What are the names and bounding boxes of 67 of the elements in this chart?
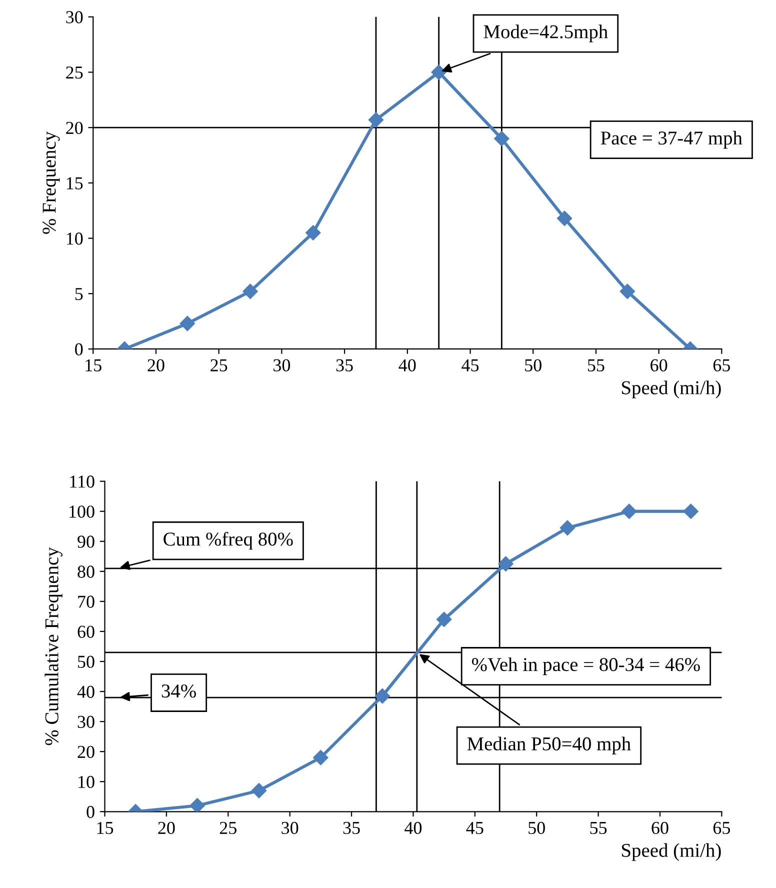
x-tick-label: 35 xyxy=(343,822,360,834)
x-tick-label: 35 xyxy=(336,359,353,372)
x-tick-label: 30 xyxy=(282,822,298,834)
point xyxy=(251,783,267,798)
point xyxy=(683,504,698,519)
x-tick-label: 50 xyxy=(528,822,545,834)
y-tick-label: 40 xyxy=(77,686,94,698)
point xyxy=(436,612,452,628)
y-tick-label: 10 xyxy=(66,232,83,245)
y-tick-label: 110 xyxy=(70,476,94,488)
y-axis-title: % Frequency xyxy=(42,131,60,234)
x-tick-label: 65 xyxy=(713,822,730,834)
annotation: Mode=42.5mph xyxy=(484,24,608,42)
point xyxy=(560,520,576,536)
annotation: %Veh in pace = 80-34 = 46% xyxy=(472,657,700,676)
annotation: Cum %freq 80% xyxy=(164,532,293,550)
x-tick-label: 40 xyxy=(404,822,422,834)
y-tick-label: 80 xyxy=(78,566,94,578)
y-axis-title: % Cumulative Frequency xyxy=(44,547,62,746)
x-tick-label: 40 xyxy=(398,359,416,372)
point xyxy=(190,798,205,812)
point xyxy=(313,750,328,766)
x-axis-title: Speed (mi/h) xyxy=(622,380,721,398)
x-tick-label: 30 xyxy=(274,359,290,372)
y-tick-label: 20 xyxy=(66,122,83,134)
y-tick-label: 25 xyxy=(66,66,83,79)
y-tick-label: 30 xyxy=(66,11,83,24)
x-tick-label: 60 xyxy=(650,359,668,372)
y-tick-label: 30 xyxy=(78,716,94,728)
y-tick-label: 15 xyxy=(66,177,83,190)
x-tick-label: 50 xyxy=(525,359,542,372)
point xyxy=(242,284,258,299)
annotation: 34% xyxy=(162,684,196,698)
x-tick-label: 60 xyxy=(652,822,668,834)
point xyxy=(431,64,446,80)
x-tick-label: 55 xyxy=(588,359,604,372)
point xyxy=(556,210,572,226)
x-axis-title: Speed (mi/h) xyxy=(622,843,721,861)
y-tick-label: 5 xyxy=(75,288,83,300)
point xyxy=(180,316,195,332)
x-tick-label: 65 xyxy=(713,359,730,372)
y-tick-label: 0 xyxy=(86,806,94,818)
annotation: Pace = 37-47 mph xyxy=(600,130,742,149)
x-tick-label: 20 xyxy=(148,359,164,372)
x-tick-label: 20 xyxy=(158,822,175,834)
y-tick-label: 20 xyxy=(78,746,94,758)
x-tick-label: 45 xyxy=(462,359,479,372)
y-tick-label: 10 xyxy=(78,776,94,788)
y-tick-label: 90 xyxy=(78,536,94,548)
x-tick-label: 45 xyxy=(466,822,484,834)
y-tick-label: 60 xyxy=(78,626,94,638)
y-tick-label: 0 xyxy=(75,343,83,356)
x-tick-label: 25 xyxy=(220,822,236,834)
point xyxy=(620,284,635,299)
point xyxy=(498,556,514,572)
x-tick-label: 25 xyxy=(210,359,228,372)
point xyxy=(494,131,510,146)
point xyxy=(368,112,384,128)
point xyxy=(622,504,637,519)
y-tick-label: 100 xyxy=(70,506,94,518)
point xyxy=(374,688,390,704)
x-tick-label: 55 xyxy=(590,822,607,834)
annotation: Median P50=40 mph xyxy=(467,736,631,754)
y-tick-label: 70 xyxy=(78,596,94,608)
x-tick-label: 15 xyxy=(97,822,114,834)
y-tick-label: 50 xyxy=(78,656,94,668)
point xyxy=(306,225,321,240)
